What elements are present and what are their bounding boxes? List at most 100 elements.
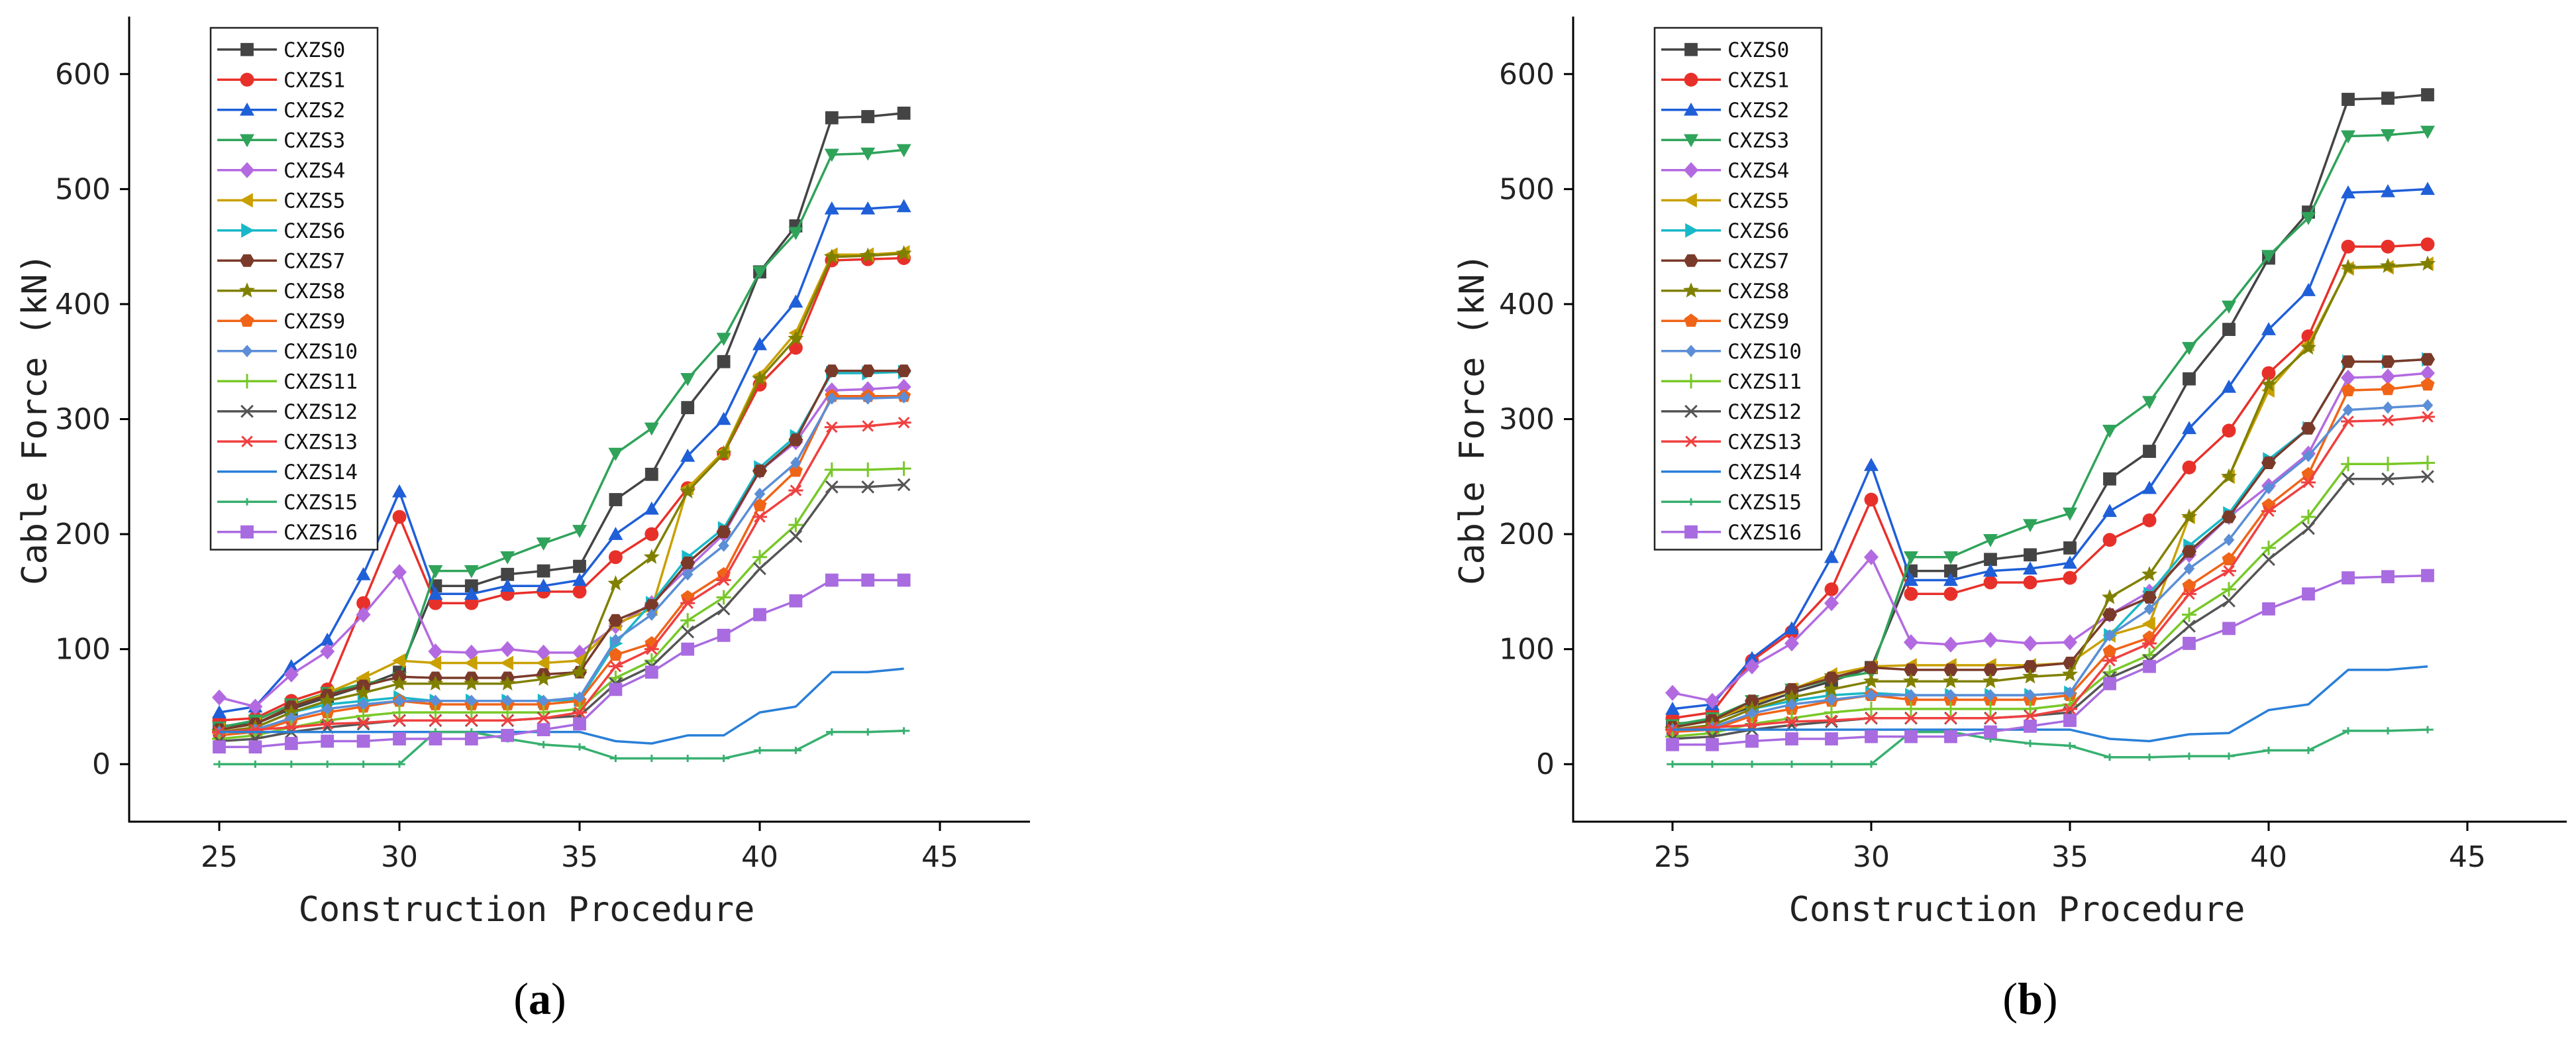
legend-marker: [240, 374, 254, 389]
legend-label: CXZS10: [1727, 340, 1802, 364]
data-point-cxzs13: [824, 421, 839, 433]
data-point-cxzs0: [897, 106, 911, 120]
data-point-cxzs3: [464, 565, 479, 578]
legend-marker: [1684, 193, 1697, 208]
x-axis-label: Construction Procedure: [299, 890, 755, 930]
data-point-cxzs16: [321, 734, 335, 748]
data-point-cxzs10: [1905, 688, 1917, 702]
data-point-cxzs16: [537, 723, 550, 737]
data-point-cxzs8: [680, 483, 696, 499]
data-point-cxzs0: [2342, 93, 2355, 106]
data-point-cxzs16: [501, 728, 515, 742]
x-tick-label: 25: [1654, 840, 1691, 874]
legend-marker: [1685, 223, 1698, 238]
x-tick-label: 40: [741, 840, 778, 874]
data-point-cxzs7: [2301, 421, 2316, 435]
data-point-cxzs13: [896, 416, 911, 429]
data-point-cxzs1: [2063, 571, 2077, 585]
series-cxzs15: [213, 727, 910, 768]
data-point-cxzs4: [572, 644, 587, 661]
data-point-cxzs2: [788, 294, 803, 308]
data-point-cxzs0: [644, 467, 658, 481]
data-point-cxzs8: [2260, 376, 2277, 392]
panel-label-close: ): [551, 973, 566, 1024]
data-point-cxzs1: [644, 527, 659, 541]
series-line-cxzs16: [1673, 574, 2428, 746]
data-point-cxzs11: [464, 705, 479, 720]
data-point-cxzs1: [356, 596, 371, 610]
data-point-cxzs10: [2382, 401, 2394, 414]
data-point-cxzs4: [1983, 631, 1998, 648]
data-point-cxzs16: [393, 732, 406, 745]
data-point-cxzs13: [2420, 411, 2435, 423]
data-point-cxzs2: [1943, 573, 1958, 586]
data-point-cxzs0: [1984, 553, 1997, 567]
data-point-cxzs16: [609, 683, 623, 696]
series-line-cxzs2: [1672, 188, 2428, 710]
data-point-cxzs1: [1824, 582, 1839, 596]
data-point-cxzs8: [2181, 508, 2198, 524]
data-point-cxzs1: [2142, 513, 2157, 527]
data-point-cxzs7: [2222, 510, 2236, 523]
data-point-cxzs13: [572, 706, 587, 718]
data-point-cxzs3: [608, 447, 623, 461]
legend-marker: [1682, 282, 1700, 298]
data-point-cxzs2: [536, 578, 551, 592]
legend-marker: [240, 404, 254, 418]
data-point-cxzs13: [1824, 714, 1839, 727]
data-point-cxzs16: [2222, 622, 2236, 635]
data-point-cxzs15: [790, 746, 802, 754]
legend-label: CXZS9: [1727, 309, 1789, 333]
data-point-cxzs0: [464, 579, 478, 593]
data-point-cxzs3: [1983, 533, 1998, 547]
legend-marker: [240, 254, 254, 267]
data-point-cxzs0: [573, 559, 586, 573]
series-line-cxzs0: [1672, 93, 2428, 726]
panel-label-open: (: [2002, 973, 2018, 1024]
legend-label: CXZS0: [1727, 38, 1789, 62]
data-point-cxzs8: [571, 663, 588, 679]
data-point-cxzs7: [644, 599, 659, 612]
data-point-cxzs2: [1824, 549, 1839, 563]
series-line-cxzs7: [1672, 358, 2428, 729]
data-point-cxzs7: [752, 465, 767, 478]
data-point-cxzs1: [2023, 575, 2037, 590]
data-point-cxzs10: [574, 691, 586, 704]
data-point-cxzs13: [2182, 588, 2196, 600]
data-point-cxzs10: [430, 694, 441, 708]
data-point-cxzs16: [2381, 570, 2395, 584]
data-point-cxzs15: [2263, 746, 2275, 754]
data-point-cxzs7: [2023, 660, 2037, 673]
data-point-cxzs11: [680, 613, 696, 628]
data-point-cxzs10: [2263, 482, 2275, 494]
legend-marker: [238, 282, 256, 298]
legend-marker: [1684, 435, 1698, 448]
series-line-cxzs14: [1673, 665, 2428, 743]
data-point-cxzs9: [2420, 377, 2435, 391]
data-point-cxzs8: [2022, 668, 2039, 684]
legend-label: CXZS8: [283, 280, 345, 303]
data-point-cxzs8: [1942, 673, 1959, 688]
data-point-cxzs15: [754, 746, 766, 754]
legend-label: CXZS4: [283, 159, 345, 183]
legend-label: CXZS13: [283, 430, 358, 454]
data-point-cxzs15: [537, 741, 550, 749]
x-tick-label: 45: [921, 840, 958, 874]
data-point-cxzs3: [2063, 508, 2077, 521]
data-point-cxzs3: [1904, 551, 1918, 565]
data-point-cxzs13: [392, 714, 407, 727]
data-point-cxzs16: [1745, 734, 1759, 748]
data-point-cxzs0: [1944, 564, 1957, 578]
data-point-cxzs1: [608, 550, 623, 565]
data-point-cxzs8: [2141, 566, 2158, 582]
data-point-cxzs0: [2183, 372, 2196, 386]
data-point-cxzs5: [392, 653, 405, 668]
legend-marker: [1684, 254, 1698, 267]
series-line-cxzs10: [1672, 404, 2428, 731]
data-point-cxzs2: [716, 412, 731, 425]
axes: [128, 17, 1030, 823]
y-tick-label: 200: [1499, 518, 1555, 551]
data-point-cxzs2: [320, 632, 335, 646]
legend-marker: [1684, 102, 1698, 116]
data-point-cxzs0: [501, 567, 515, 581]
